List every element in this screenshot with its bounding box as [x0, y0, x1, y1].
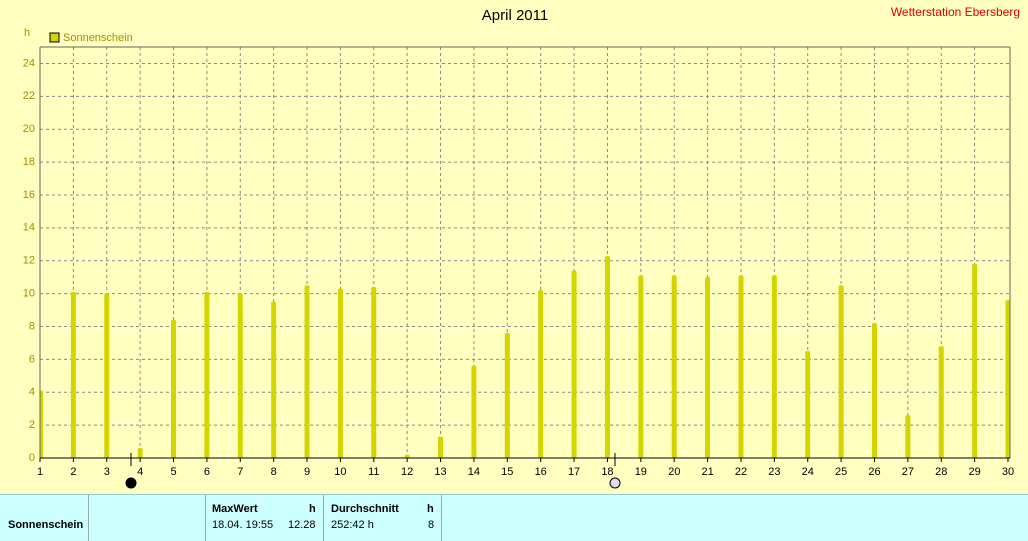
y-tick-label: 12: [23, 255, 35, 267]
bar: [972, 264, 978, 458]
x-tick-label: 30: [1002, 466, 1014, 478]
separator: [88, 495, 89, 541]
y-tick-label: 24: [23, 57, 35, 69]
bar: [1005, 300, 1011, 458]
bar: [304, 285, 310, 458]
x-tick-label: 25: [835, 466, 847, 478]
x-tick-label: 13: [434, 466, 446, 478]
bar: [805, 351, 811, 458]
stats-panel: Sonnenschein MaxWert h 18.04. 19:55 12.2…: [0, 494, 1028, 541]
legend-label: Sonnenschein: [63, 32, 133, 44]
bar: [204, 291, 210, 458]
x-tick-label: 4: [137, 466, 143, 478]
bar: [271, 301, 277, 458]
bar: [337, 288, 343, 458]
x-tick-label: 27: [902, 466, 914, 478]
station-name: Wetterstation Ebersberg: [891, 5, 1020, 19]
y-unit: h: [24, 27, 30, 39]
x-tick-label: 11: [368, 466, 379, 478]
separator: [323, 495, 324, 541]
full-moon-icon: [609, 477, 621, 489]
bar: [604, 256, 610, 458]
bar: [137, 448, 143, 458]
y-tick-label: 10: [23, 288, 35, 300]
y-tick-label: 4: [29, 386, 35, 398]
x-tick-label: 8: [271, 466, 277, 478]
x-tick-label: 15: [501, 466, 513, 478]
y-tick-label: 20: [23, 123, 35, 135]
bar: [504, 333, 510, 458]
bar: [438, 436, 444, 458]
legend-swatch: [49, 32, 60, 43]
bar: [471, 365, 477, 458]
max-date: 18.04. 19:55: [212, 519, 274, 531]
bar: [905, 415, 911, 458]
bar: [571, 270, 577, 458]
x-tick-label: 3: [104, 466, 110, 478]
bar: [404, 454, 410, 458]
bar: [638, 275, 644, 458]
new-moon-icon: [125, 477, 137, 489]
x-tick-label: 1: [37, 466, 43, 478]
bar: [871, 323, 877, 458]
avg-total: 252:42 h: [331, 519, 374, 531]
x-tick-label: 12: [401, 466, 413, 478]
bar: [40, 390, 43, 458]
bar: [838, 285, 844, 458]
y-tick-label: 22: [23, 90, 35, 102]
col-header: Durchschnitt: [331, 503, 399, 515]
x-tick-label: 2: [70, 466, 76, 478]
max-value: 12.28: [288, 519, 316, 531]
chart: April 2011 Wetterstation Ebersberg h Son…: [23, 5, 1020, 489]
x-tick-label: 6: [204, 466, 210, 478]
separator: [205, 495, 206, 541]
bar: [237, 293, 243, 458]
col-unit: h: [427, 503, 434, 515]
x-tick-label: 7: [237, 466, 243, 478]
x-tick-label: 10: [334, 466, 346, 478]
bar: [738, 275, 744, 458]
x-tick-label: 16: [535, 466, 547, 478]
y-tick-label: 8: [29, 320, 35, 332]
x-tick-label: 17: [568, 466, 580, 478]
bar: [171, 319, 177, 458]
y-tick-label: 16: [23, 189, 35, 201]
bar: [771, 275, 777, 458]
x-tick-label: 5: [170, 466, 176, 478]
x-tick-label: 23: [768, 466, 780, 478]
y-tick-label: 0: [29, 452, 35, 464]
y-tick-label: 14: [23, 222, 35, 234]
bar: [538, 290, 544, 458]
x-tick-label: 24: [802, 466, 814, 478]
x-tick-label: 19: [635, 466, 647, 478]
x-tick-label: 18: [601, 466, 613, 478]
y-tick-label: 6: [29, 353, 35, 365]
x-tick-label: 9: [304, 466, 310, 478]
col-header: MaxWert: [212, 503, 258, 515]
y-tick-label: 18: [23, 156, 35, 168]
bar: [938, 346, 944, 458]
bar: [70, 291, 76, 458]
x-tick-label: 29: [968, 466, 980, 478]
row-label: Sonnenschein: [8, 519, 84, 531]
avg-value: 8: [428, 519, 435, 531]
x-tick-label: 21: [701, 466, 713, 478]
col-unit: h: [309, 503, 316, 515]
x-tick-label: 20: [668, 466, 680, 478]
x-tick-label: 28: [935, 466, 947, 478]
x-tick-label: 26: [868, 466, 880, 478]
separator: [441, 495, 442, 541]
bar: [371, 287, 377, 458]
bar: [671, 275, 677, 458]
x-tick-label: 14: [468, 466, 480, 478]
x-tick-label: 22: [735, 466, 747, 478]
chart-title: April 2011: [482, 7, 548, 24]
bar: [705, 277, 711, 458]
bar: [104, 293, 110, 458]
y-tick-label: 2: [29, 419, 35, 431]
